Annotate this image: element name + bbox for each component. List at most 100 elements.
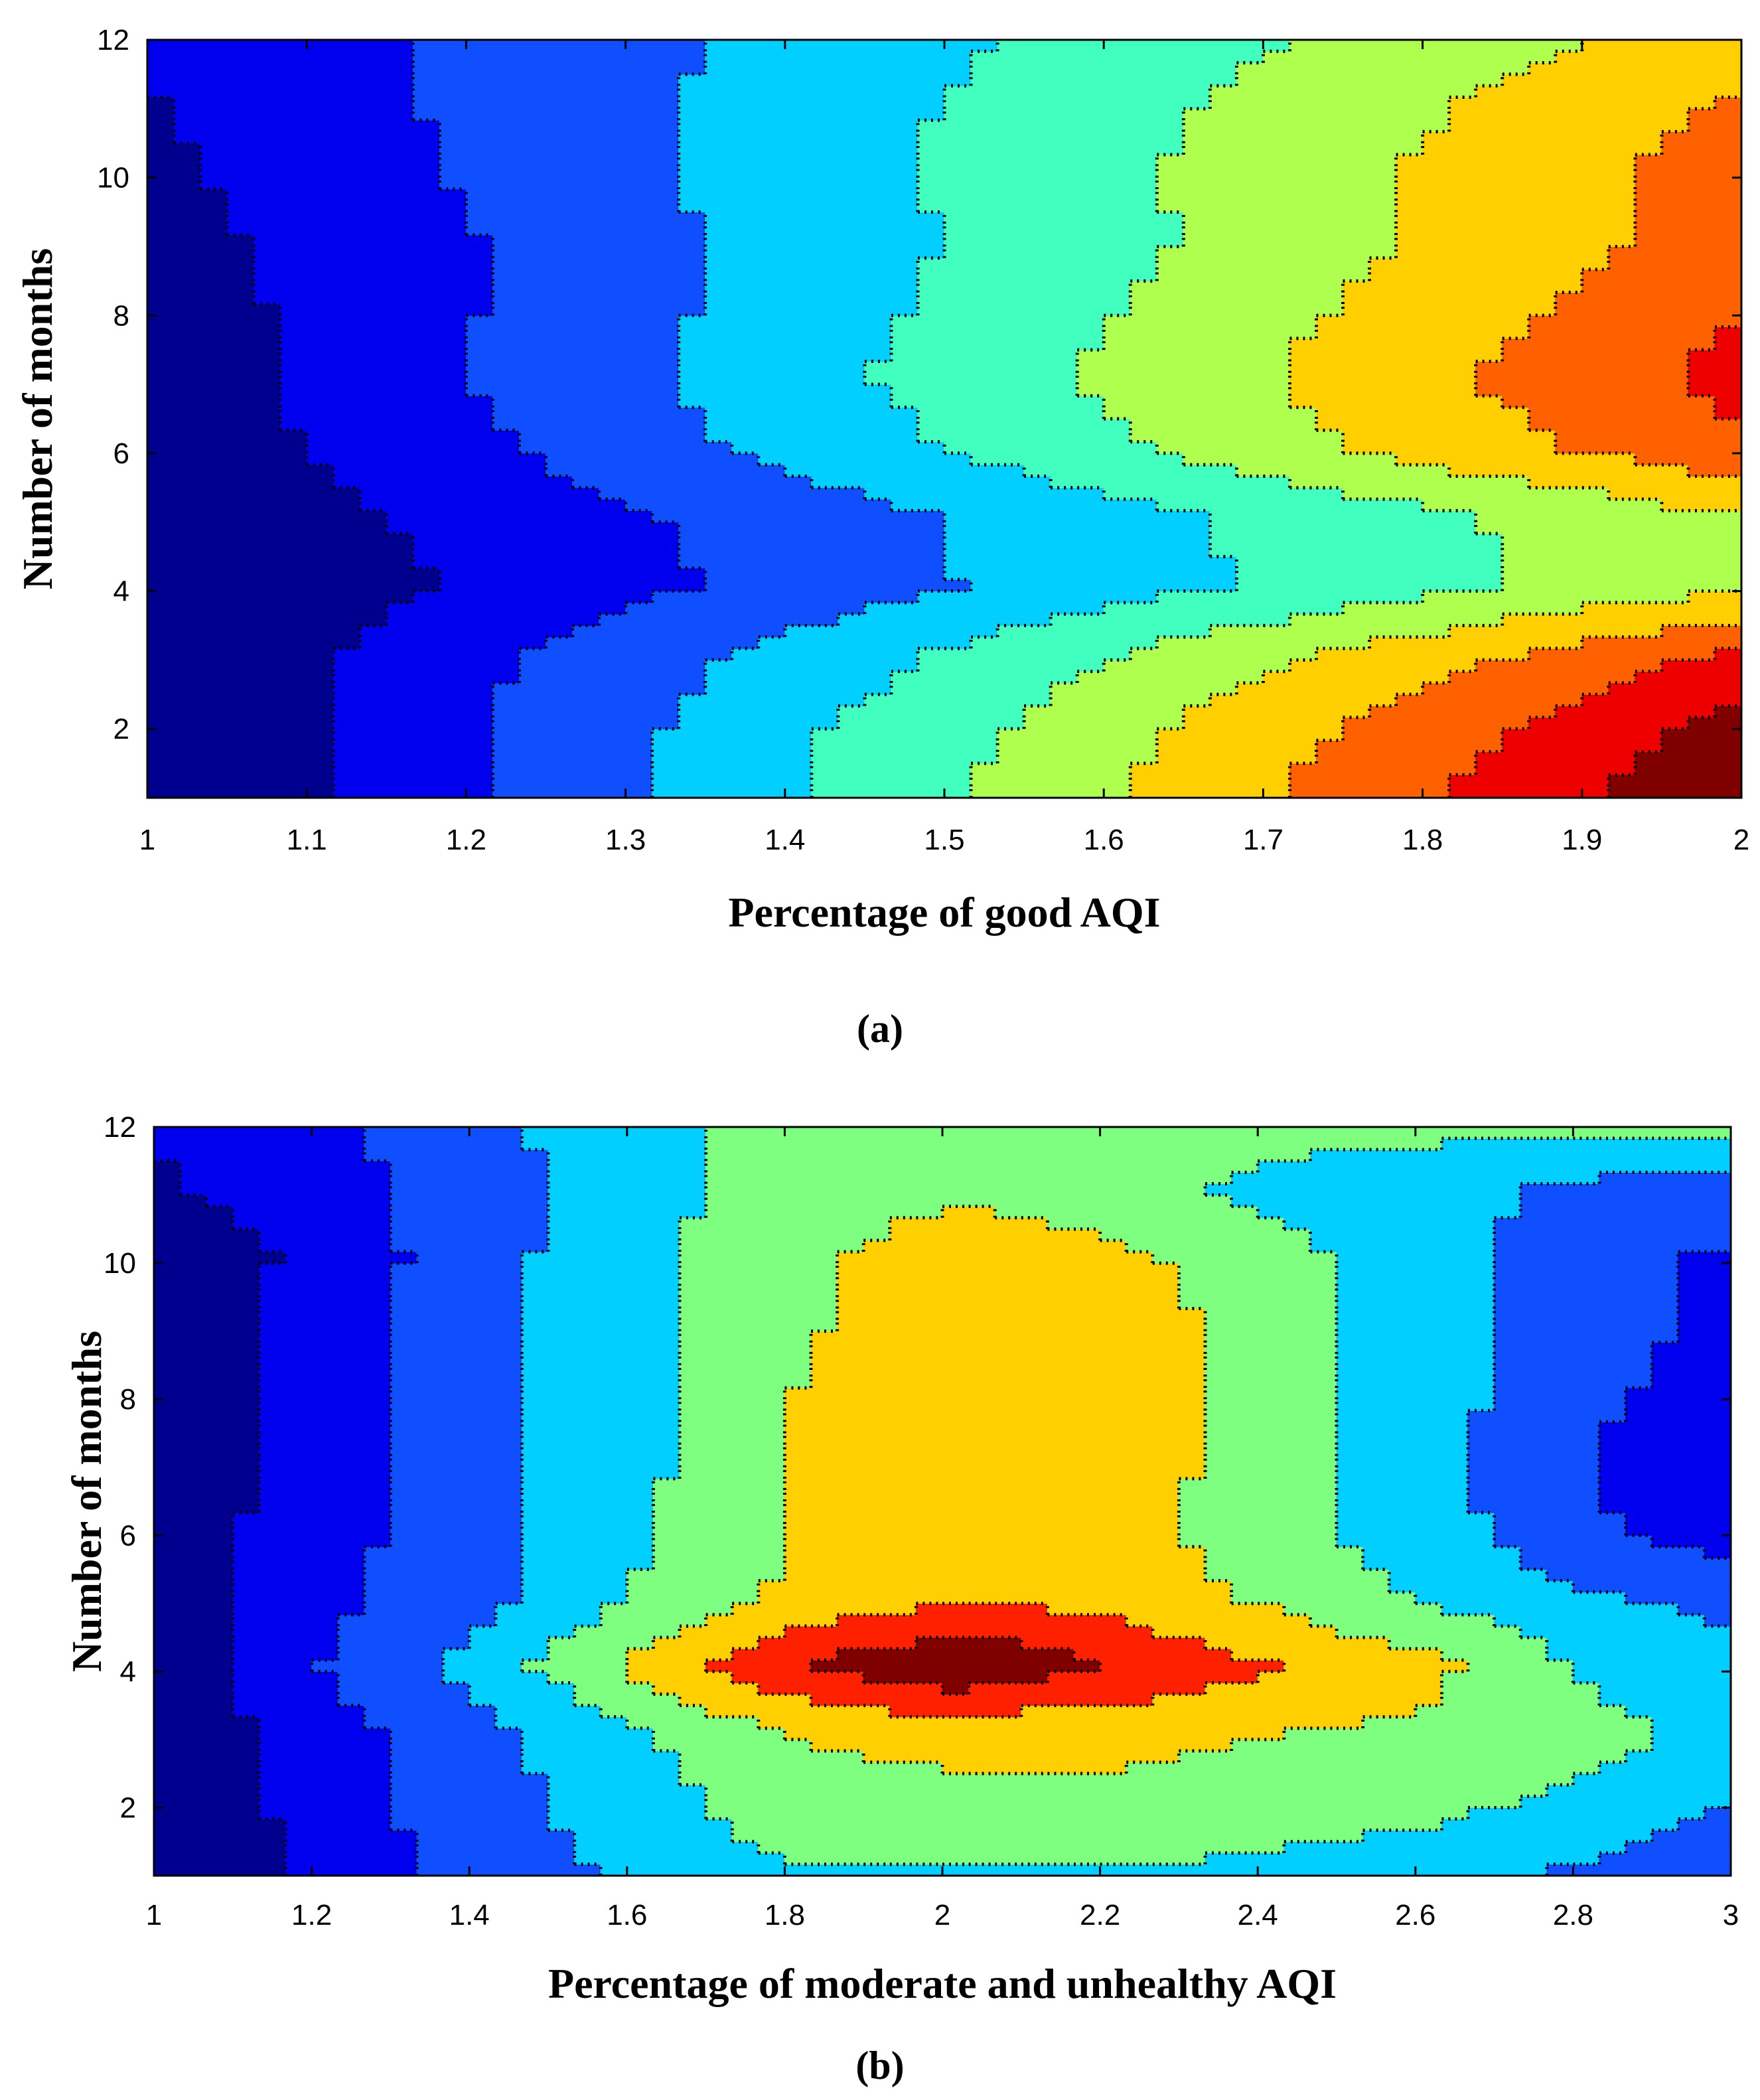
contour-cell [1156, 119, 1184, 132]
contour-cell [1555, 694, 1583, 707]
contour-cell [1528, 774, 1556, 787]
contour-cell [1661, 533, 1689, 546]
contour-cell [1422, 418, 1450, 431]
contour-cell [1156, 682, 1184, 695]
contour-cell [439, 74, 467, 86]
contour-cell [1316, 119, 1343, 132]
contour-cell [359, 671, 387, 684]
contour-cell [1316, 613, 1343, 626]
contour-cell [625, 338, 653, 350]
contour-cell [1475, 85, 1503, 98]
contour-cell [1236, 476, 1264, 488]
contour-cell [1608, 119, 1636, 132]
contour-cell [412, 395, 440, 408]
contour-cell [970, 177, 998, 190]
contour-cell [1528, 567, 1556, 580]
contour-cell [626, 1864, 654, 1876]
contour-cell [838, 349, 865, 362]
x-tick-label: 1 [139, 824, 155, 856]
contour-cell [279, 659, 307, 672]
contour-cell [1581, 74, 1609, 86]
contour-cell [944, 327, 972, 339]
contour-cell [1183, 131, 1210, 144]
contour-cell [968, 1852, 995, 1865]
contour-cell [758, 556, 786, 569]
contour-cell [332, 671, 360, 684]
contour-cell [1262, 39, 1290, 52]
contour-cell [572, 280, 599, 293]
contour-cell [1050, 338, 1078, 350]
contour-cell [1635, 361, 1662, 374]
contour-cell [705, 177, 733, 190]
contour-cell [1528, 269, 1556, 281]
contour-cell [546, 659, 573, 672]
contour-cell [412, 327, 440, 339]
contour-cell [1023, 258, 1051, 270]
contour-cell [1289, 395, 1317, 408]
contour-cell [1103, 177, 1131, 190]
contour-cell [465, 223, 493, 236]
contour-cell [1661, 429, 1689, 443]
contour-cell [997, 327, 1025, 339]
contour-cell [599, 395, 626, 408]
contour-cell [1494, 1841, 1521, 1854]
contour-cell [1635, 763, 1662, 775]
contour-cell [970, 556, 998, 569]
contour-cell [439, 384, 467, 396]
contour-cell [1608, 303, 1636, 316]
contour-cell [625, 522, 653, 534]
contour-cell [226, 223, 254, 236]
contour-cell [599, 372, 626, 385]
contour-cell [1449, 234, 1477, 247]
contour-cell [253, 74, 281, 86]
contour-cell [810, 1864, 838, 1876]
contour-cell [758, 659, 786, 672]
contour-cell [572, 706, 599, 718]
contour-cell [970, 143, 998, 155]
contour-cell [416, 1830, 444, 1842]
contour-cell [1023, 682, 1051, 695]
contour-cell [705, 1852, 733, 1865]
contour-cell [994, 1841, 1022, 1854]
contour-cell [784, 429, 812, 443]
contour-cell [1449, 246, 1477, 259]
contour-cell [492, 671, 520, 684]
contour-cell [1396, 338, 1424, 350]
contour-cell [546, 694, 573, 707]
contour-cell [465, 292, 493, 305]
contour-cell [180, 1819, 207, 1831]
contour-cell [200, 717, 228, 729]
contour-cell [519, 453, 546, 465]
contour-cell [1475, 119, 1503, 132]
contour-cell [758, 269, 786, 281]
contour-cell [705, 637, 733, 649]
contour-cell [1475, 188, 1503, 201]
contour-cell [810, 1841, 838, 1854]
contour-cell [1183, 85, 1210, 98]
contour-cell [599, 234, 626, 247]
contour-cell [1555, 533, 1583, 546]
contour-cell [1183, 269, 1210, 281]
contour-cell [599, 567, 626, 580]
contour-cell [200, 62, 228, 75]
contour-cell [1236, 372, 1264, 385]
contour-cell [1023, 533, 1051, 546]
contour-cell [811, 567, 839, 580]
contour-cell [1714, 292, 1742, 305]
contour-cell [147, 637, 175, 649]
contour-cell [386, 671, 413, 684]
contour-cell [173, 223, 201, 236]
contour-cell [1236, 453, 1264, 465]
contour-cell [147, 694, 175, 707]
contour-cell [1714, 487, 1742, 500]
contour-cell [1343, 671, 1370, 684]
contour-cell [1209, 487, 1237, 500]
contour-cell [147, 327, 175, 339]
contour-cell [1369, 717, 1396, 729]
contour-cell [705, 407, 733, 419]
contour-cell [1076, 763, 1104, 775]
contour-cell [1475, 292, 1503, 305]
contour-cell [1050, 372, 1078, 385]
contour-cell [1475, 315, 1503, 328]
contour-cell [970, 418, 998, 431]
